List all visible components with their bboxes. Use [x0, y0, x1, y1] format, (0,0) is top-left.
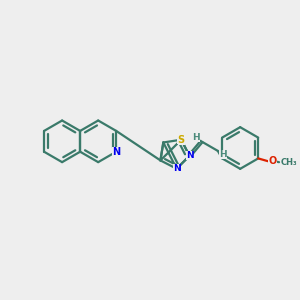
Text: CH₃: CH₃ — [281, 158, 297, 167]
Text: S: S — [178, 135, 185, 145]
Text: H: H — [193, 133, 200, 142]
Text: N: N — [178, 135, 185, 144]
Text: H: H — [219, 150, 227, 159]
Text: N: N — [173, 164, 180, 173]
Text: N: N — [112, 147, 120, 157]
Text: N: N — [173, 164, 180, 173]
Text: N: N — [186, 152, 193, 160]
Text: O: O — [268, 156, 277, 166]
